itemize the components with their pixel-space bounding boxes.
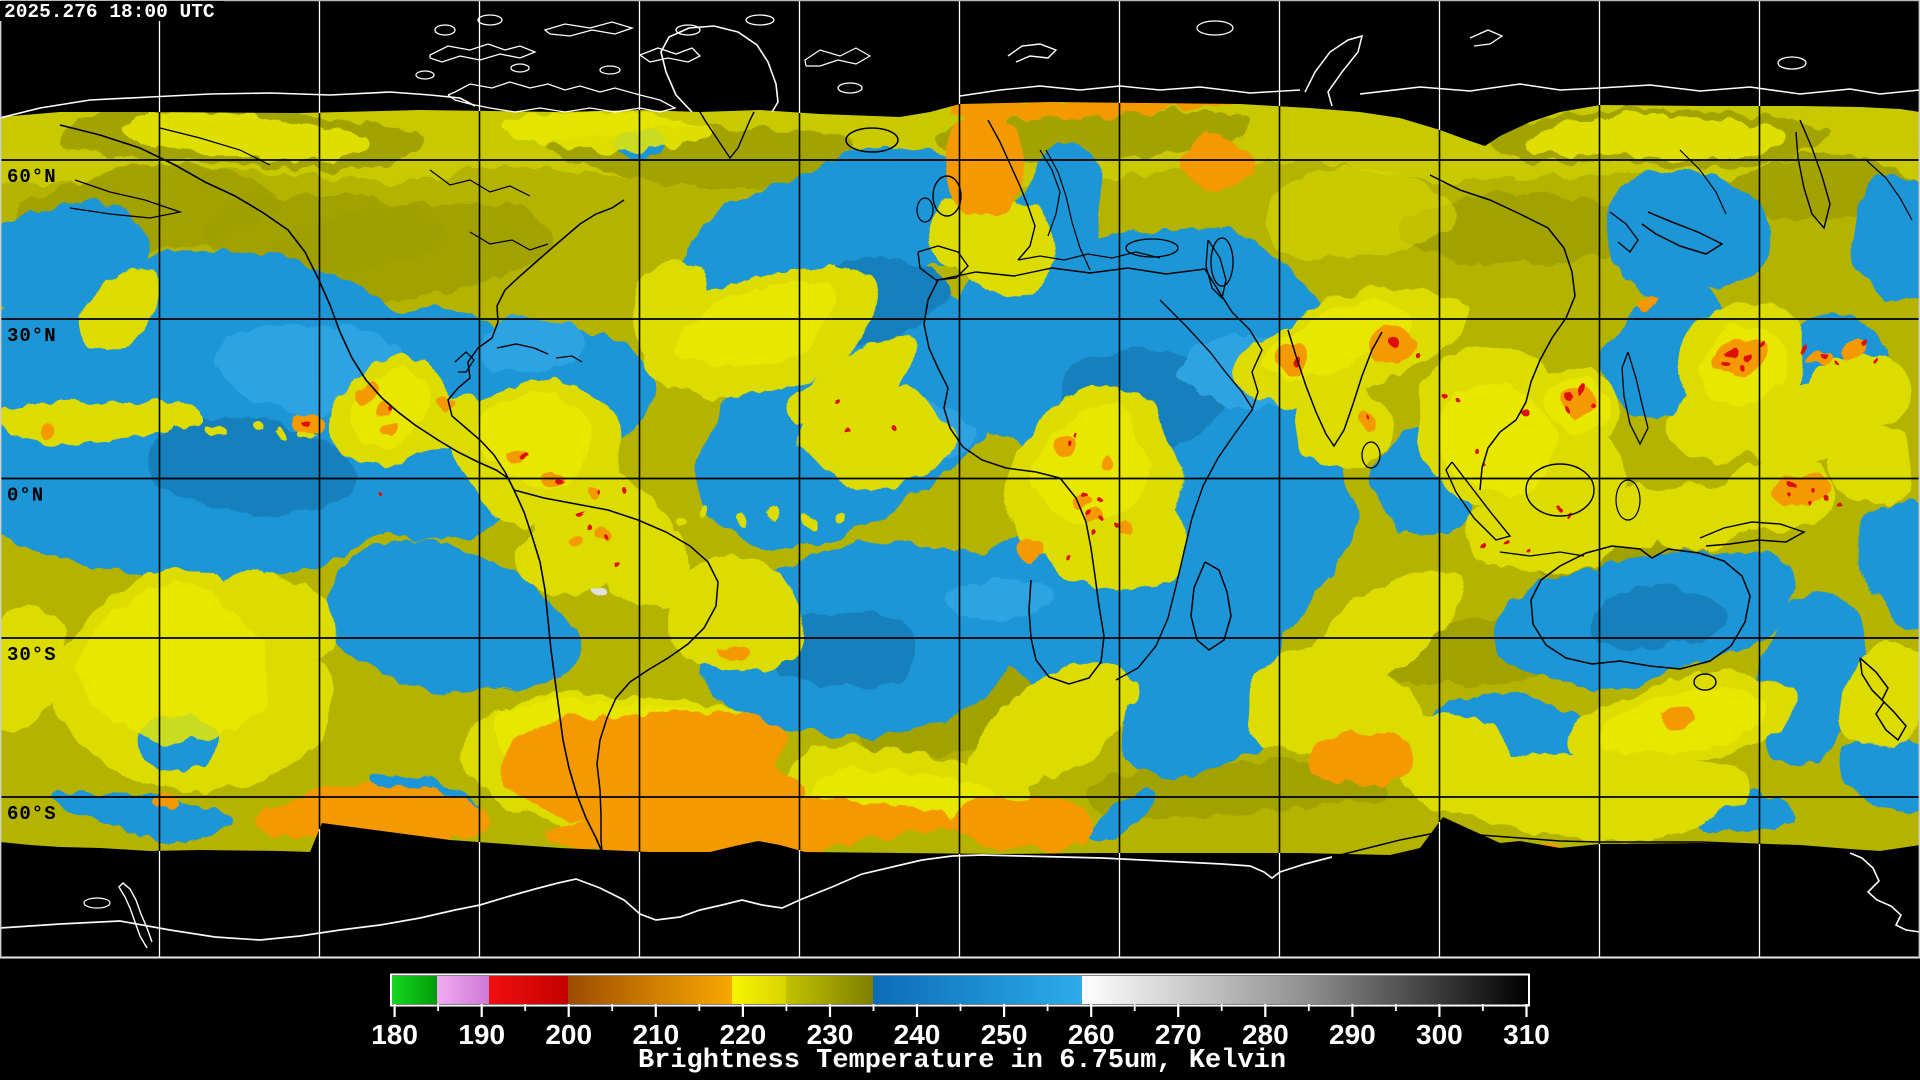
svg-text:310: 310 (1503, 1019, 1550, 1050)
svg-text:220: 220 (720, 1019, 767, 1050)
svg-text:200: 200 (545, 1019, 592, 1050)
svg-text:Brightness Temperature in 6.75: Brightness Temperature in 6.75um, Kelvin (638, 1046, 1286, 1076)
svg-text:210: 210 (632, 1019, 679, 1050)
svg-text:30°S: 30°S (7, 644, 57, 666)
svg-text:0°N: 0°N (7, 485, 44, 507)
svg-text:280: 280 (1242, 1019, 1289, 1050)
svg-text:270: 270 (1155, 1019, 1202, 1050)
svg-text:250: 250 (981, 1019, 1028, 1050)
svg-text:300: 300 (1416, 1019, 1463, 1050)
svg-text:60°S: 60°S (7, 803, 57, 825)
svg-text:30°N: 30°N (7, 325, 57, 347)
svg-text:290: 290 (1329, 1019, 1376, 1050)
svg-text:2025.276 18:00 UTC: 2025.276 18:00 UTC (4, 1, 215, 23)
svg-text:230: 230 (807, 1019, 854, 1050)
svg-text:180: 180 (371, 1019, 418, 1050)
svg-text:190: 190 (458, 1019, 505, 1050)
svg-text:60°N: 60°N (7, 166, 57, 188)
svg-text:240: 240 (894, 1019, 941, 1050)
svg-text:260: 260 (1068, 1019, 1115, 1050)
